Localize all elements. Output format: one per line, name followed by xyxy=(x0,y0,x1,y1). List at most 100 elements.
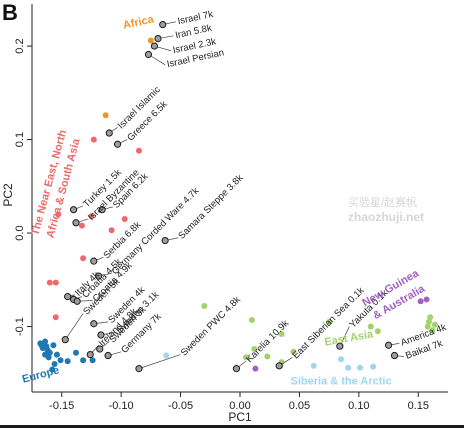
watermark-line-2: zhaozhuji.net xyxy=(348,210,424,224)
modern-sample-point xyxy=(338,356,345,363)
x-tick-label: 0.10 xyxy=(348,400,369,412)
region-label: Africa xyxy=(122,13,156,31)
ancient-sample-point xyxy=(64,293,72,301)
modern-sample-point xyxy=(80,357,87,364)
modern-sample-point xyxy=(39,345,46,352)
ancient-sample-point xyxy=(275,362,283,370)
axis-layer: -0.15 -0.10 -0.05 0.00 0.05 0.10 0.15 -0.1 0.0 0.… xyxy=(14,38,429,412)
modern-sample-point xyxy=(248,317,255,324)
watermark: 买验星/赵赛帆 zhaozhuji.net xyxy=(348,196,424,224)
watermark-line-1: 买验星/赵赛帆 xyxy=(348,197,418,209)
ancient-sample-point xyxy=(144,50,153,59)
ancient-sample-point xyxy=(90,320,98,328)
modern-sample-point xyxy=(64,358,71,365)
modern-sample-point xyxy=(425,318,432,325)
x-axis-title: PC1 xyxy=(228,410,252,424)
ancient-sample-point xyxy=(104,351,112,360)
modern-sample-point xyxy=(78,222,85,229)
modern-sample-point xyxy=(429,327,436,334)
ancient-sample-point xyxy=(70,206,78,214)
modern-sample-point xyxy=(374,328,381,335)
ancient-sample-point xyxy=(94,272,103,280)
ancient-sample-point xyxy=(232,365,241,373)
region-label: East Asia xyxy=(324,328,375,349)
modern-sample-point xyxy=(290,348,297,355)
modern-sample-point xyxy=(55,211,62,218)
modern-sample-point xyxy=(135,147,142,154)
x-tick-label: -0.05 xyxy=(168,400,193,412)
modern-sample-point xyxy=(163,352,170,359)
x-tick-label: -0.10 xyxy=(109,400,134,412)
modern-sample-point xyxy=(252,365,259,372)
modern-sample-point xyxy=(52,314,59,321)
y-axis-title: PC2 xyxy=(1,183,15,207)
x-tick-label: 0.15 xyxy=(408,400,429,412)
ancient-sample-point xyxy=(105,129,113,137)
ancient-points-layer xyxy=(61,20,399,373)
ancient-sample-point xyxy=(61,336,69,344)
modern-sample-point xyxy=(46,349,53,356)
ancient-sample-point xyxy=(336,342,344,350)
modern-sample-point xyxy=(326,318,333,325)
modern-sample-point xyxy=(121,216,128,223)
modern-sample-point xyxy=(417,298,424,305)
ancient-sample-point xyxy=(96,345,104,353)
ancient-sample-point xyxy=(86,351,94,359)
ancient-sample-point xyxy=(90,257,98,265)
x-tick-label: -0.15 xyxy=(49,400,74,412)
modern-sample-point xyxy=(45,354,52,361)
modern-sample-point xyxy=(370,363,377,370)
ancient-sample-point xyxy=(97,331,105,339)
leader-line xyxy=(339,326,350,347)
modern-sample-point xyxy=(431,321,438,328)
leader-line xyxy=(138,354,181,369)
modern-sample-point xyxy=(50,342,57,349)
modern-sample-point xyxy=(427,314,434,321)
modern-sample-point xyxy=(251,345,258,352)
modern-sample-point xyxy=(57,357,64,364)
modern-sample-point xyxy=(147,37,154,44)
modern-sample-point xyxy=(423,296,430,303)
ancient-sample-point xyxy=(113,140,122,148)
y-tick-label: 0.2 xyxy=(14,38,26,53)
bottom-rule xyxy=(0,425,464,428)
ancient-sample-label: Sweden PWC 4.8k xyxy=(179,294,243,358)
modern-sample-point xyxy=(90,136,97,143)
modern-sample-point xyxy=(52,279,59,286)
modern-sample-point xyxy=(88,213,95,220)
modern-points-layer xyxy=(37,37,438,373)
modern-sample-point xyxy=(46,279,53,286)
modern-sample-point xyxy=(242,354,249,361)
ancient-sample-point xyxy=(154,34,162,43)
modern-sample-point xyxy=(80,255,87,262)
y-tick-label: -0.1 xyxy=(14,317,26,336)
modern-sample-point xyxy=(51,360,58,367)
x-tick-label: 0.05 xyxy=(289,400,310,412)
modern-sample-point xyxy=(89,357,96,364)
y-tick-label: 0.0 xyxy=(14,225,26,240)
y-tick-label: 0.1 xyxy=(14,132,26,147)
ancient-sample-point xyxy=(98,206,106,214)
modern-sample-point xyxy=(37,340,44,347)
ancient-sample-point xyxy=(72,219,80,227)
region-label: Europe xyxy=(21,364,61,385)
modern-sample-point xyxy=(357,364,364,371)
ancient-sample-point xyxy=(159,20,167,29)
modern-sample-point xyxy=(108,227,115,234)
modern-sample-point xyxy=(102,112,109,119)
modern-sample-point xyxy=(424,323,431,330)
modern-sample-point xyxy=(278,331,285,338)
region-label: Siberia & the Arctic xyxy=(290,376,391,388)
ancient-sample-point xyxy=(161,236,169,245)
modern-sample-point xyxy=(367,323,374,330)
modern-sample-point xyxy=(72,349,79,356)
modern-sample-point xyxy=(53,351,60,358)
ancient-sample-point xyxy=(73,297,81,305)
ancient-sample-point xyxy=(150,42,159,50)
x-tick-label: 0.00 xyxy=(229,400,250,412)
modern-sample-point xyxy=(310,362,317,369)
panel-letter: B xyxy=(2,0,18,25)
modern-sample-point xyxy=(201,302,208,309)
modern-sample-point xyxy=(264,353,271,360)
